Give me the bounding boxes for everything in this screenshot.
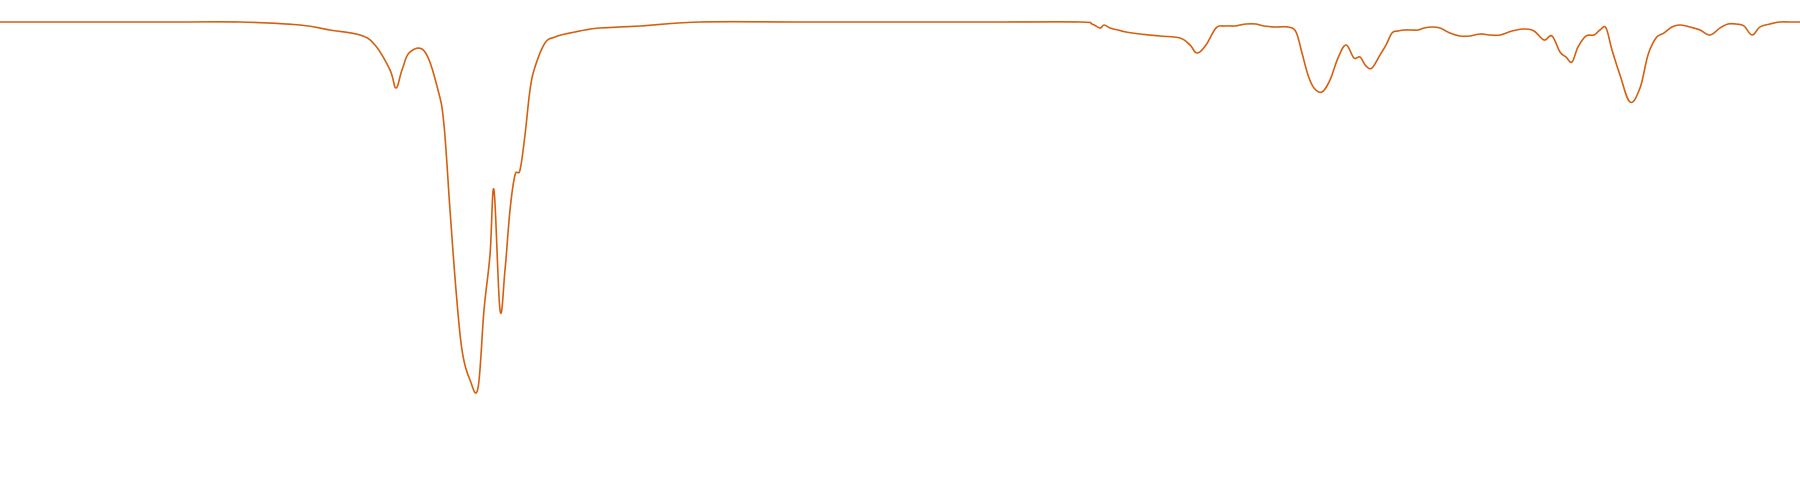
series-line-0 — [0, 20, 1800, 394]
